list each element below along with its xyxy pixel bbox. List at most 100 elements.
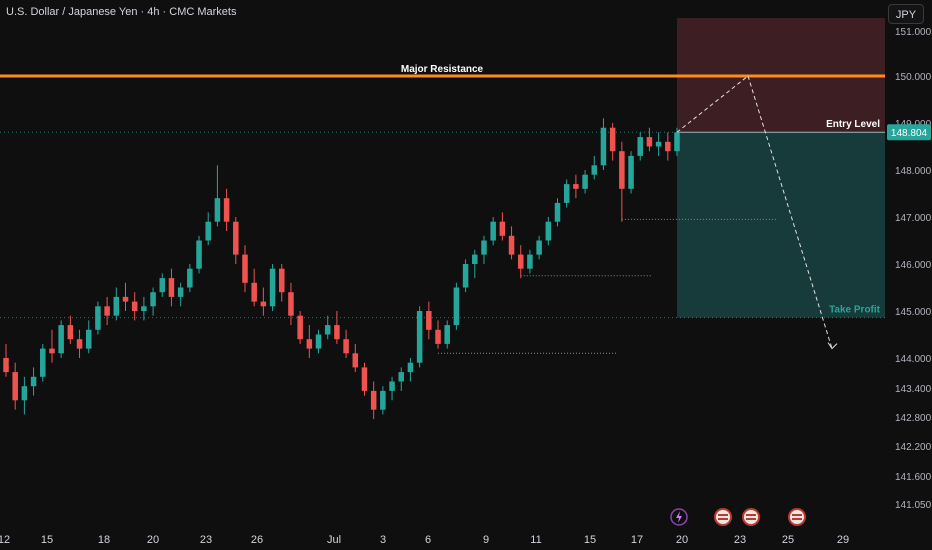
candle-body: [260, 301, 267, 307]
price-tick-label: 141.050: [895, 500, 932, 511]
projection-arrowhead: [827, 342, 838, 350]
candle-body: [609, 127, 616, 152]
candle-body: [637, 137, 643, 156]
candle-body: [187, 268, 193, 288]
candle-body: [306, 339, 313, 349]
price-tick-label: 148.000: [895, 166, 932, 177]
candle-body: [591, 165, 598, 175]
price-tick-label: 141.600: [895, 472, 932, 483]
candle-body: [85, 329, 92, 349]
candle-body: [426, 311, 432, 330]
time-tick-label: 20: [147, 534, 159, 546]
candle-body: [600, 127, 607, 166]
candle-body: [582, 174, 588, 189]
candle-body: [352, 353, 359, 368]
candle-body: [58, 325, 64, 354]
flag-stripe: [792, 514, 802, 516]
price-tick-label: 142.800: [895, 413, 932, 424]
candle-body: [444, 325, 450, 344]
time-tick-label: 15: [41, 534, 53, 546]
candle-body: [324, 325, 331, 335]
take-profit-zone: [677, 132, 885, 318]
candle-body: [233, 221, 239, 255]
price-axis-bg: [885, 0, 932, 550]
time-tick-label: Jul: [327, 534, 341, 546]
candle-body: [646, 137, 653, 147]
time-tick-label: 23: [734, 534, 746, 546]
price-tick-label: 143.400: [895, 384, 932, 395]
candle-body: [573, 184, 579, 189]
candle-body: [435, 329, 441, 344]
candle-body: [49, 348, 55, 354]
time-tick-label: 17: [631, 534, 643, 546]
candle-body: [545, 221, 552, 241]
candle-body: [665, 141, 671, 152]
lightning-event-icon: [670, 508, 688, 526]
price-tick-label: 146.000: [895, 260, 932, 271]
projection-segment: [676, 75, 749, 133]
candle-body: [159, 278, 166, 293]
candle-body: [398, 372, 405, 382]
candle-body: [517, 254, 524, 269]
candle-body: [370, 390, 377, 410]
candle-body: [628, 155, 634, 189]
flag-stripe: [746, 514, 756, 516]
us-flag-event-icon: [788, 508, 806, 526]
candle-body: [242, 254, 248, 283]
candle-body: [527, 254, 533, 269]
time-tick-label: 26: [251, 534, 263, 546]
current-price-label: 148.804: [891, 128, 928, 139]
price-tick-label: 147.000: [895, 213, 932, 224]
candle-body: [223, 198, 230, 222]
candle-body: [334, 325, 340, 340]
candle-body: [214, 198, 221, 222]
candle-body: [196, 240, 202, 269]
candle-body: [481, 240, 487, 255]
time-tick-label: 12: [0, 534, 10, 546]
flag-stripe: [718, 514, 728, 516]
price-tick-label: 145.000: [895, 307, 932, 318]
candle-body: [416, 311, 423, 363]
candle-body: [407, 362, 414, 373]
time-tick-label: 23: [200, 534, 212, 546]
projection-segment: [747, 75, 833, 349]
currency-button[interactable]: JPY: [888, 4, 924, 24]
candle-body: [269, 268, 276, 307]
price-tick-label: 150.000: [895, 72, 932, 83]
candle-body: [499, 221, 506, 236]
candle-body: [40, 348, 46, 377]
time-tick-label: 15: [584, 534, 596, 546]
candle-body: [131, 301, 138, 311]
time-tick-label: 20: [676, 534, 688, 546]
price-tick-label: 142.200: [895, 442, 932, 453]
time-tick-label: 6: [425, 534, 431, 546]
candle-body: [315, 334, 322, 349]
candle-body: [343, 339, 349, 354]
candle-body: [122, 296, 129, 302]
candle-body: [380, 390, 386, 410]
candle-body: [674, 132, 680, 152]
flag-stripe: [792, 518, 802, 520]
candle-body: [490, 221, 496, 241]
current-price-badge: [887, 124, 931, 141]
candle-body: [655, 141, 662, 147]
candle-body: [104, 306, 110, 316]
candle-body: [472, 254, 478, 264]
time-tick-label: 9: [483, 534, 489, 546]
candle-body: [297, 315, 303, 340]
candle-body: [76, 339, 83, 349]
time-tick-label: 18: [98, 534, 110, 546]
candle-body: [251, 282, 257, 302]
us-flag-event-icon: [714, 508, 732, 526]
price-tick-label: 144.000: [895, 354, 932, 365]
candle-body: [619, 151, 625, 189]
candle-body: [150, 292, 156, 307]
candle-body: [536, 240, 542, 255]
candle-body: [21, 386, 28, 401]
candle-body: [30, 376, 37, 387]
candle-body: [361, 367, 368, 391]
flag-stripe: [746, 518, 756, 520]
candle-body: [508, 235, 515, 255]
